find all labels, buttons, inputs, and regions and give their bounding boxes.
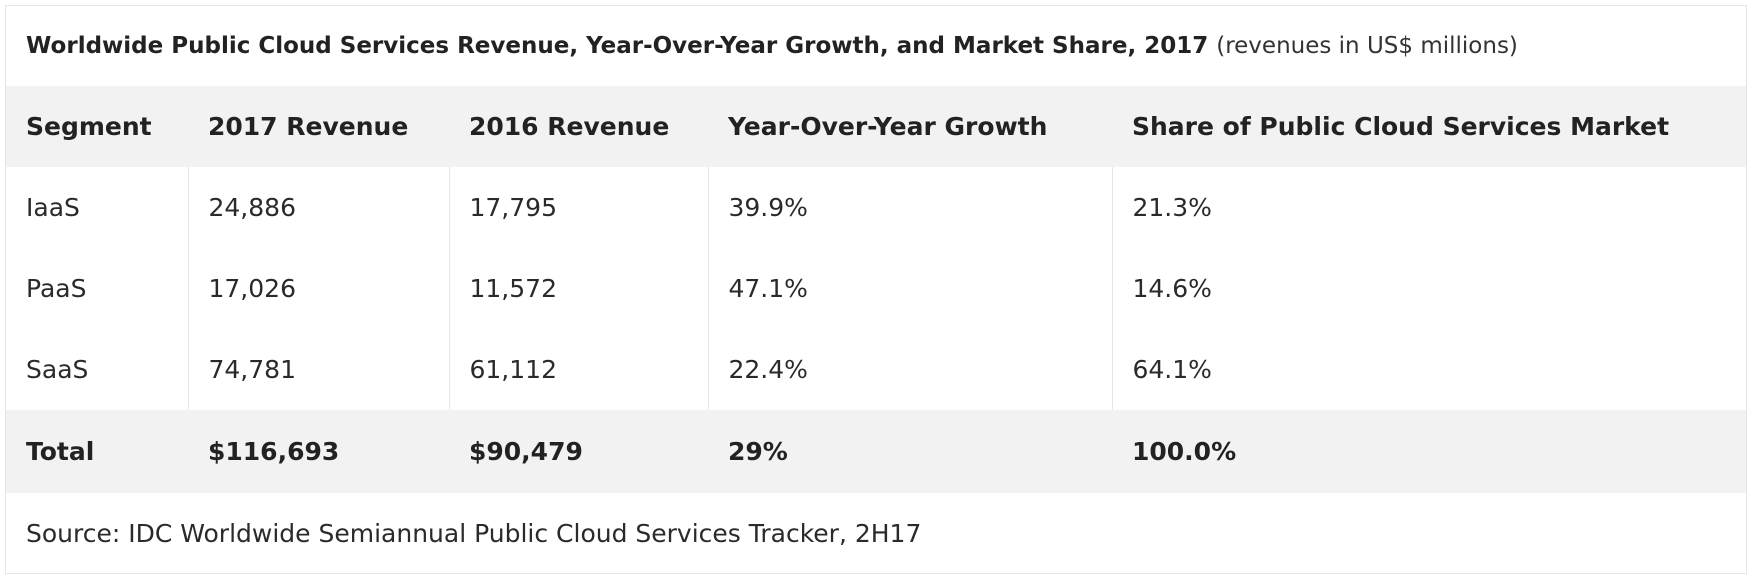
total-market-share: 100.0% bbox=[1112, 410, 1746, 493]
total-yoy-growth: 29% bbox=[708, 410, 1112, 493]
cell-market-share: 14.6% bbox=[1111, 248, 1746, 329]
table-source-note: Source: IDC Worldwide Semiannual Public … bbox=[26, 518, 922, 548]
table-caption-title: Worldwide Public Cloud Services Revenue,… bbox=[26, 33, 1209, 59]
revenue-table: Segment 2017 Revenue 2016 Revenue Year-O… bbox=[6, 86, 1746, 493]
revenue-table-container: Worldwide Public Cloud Services Revenue,… bbox=[5, 5, 1747, 574]
total-2017-revenue: $116,693 bbox=[188, 410, 449, 493]
cell-2016-revenue: 11,572 bbox=[448, 248, 708, 329]
cell-2017-revenue: 74,781 bbox=[187, 329, 449, 410]
header-yoy-growth: Year-Over-Year Growth bbox=[728, 112, 1048, 141]
table-caption-note: (revenues in US$ millions) bbox=[1216, 33, 1518, 59]
table-row: PaaS 17,026 11,572 47.1% 14.6% bbox=[6, 248, 1746, 329]
table-caption: Worldwide Public Cloud Services Revenue,… bbox=[6, 6, 1746, 86]
table-total-row: Total $116,693 $90,479 29% 100.0% bbox=[6, 410, 1746, 493]
cell-segment: SaaS bbox=[6, 329, 188, 410]
cell-market-share: 21.3% bbox=[1111, 167, 1746, 248]
header-segment: Segment bbox=[26, 112, 152, 141]
cell-yoy-growth: 22.4% bbox=[707, 329, 1112, 410]
table-row: IaaS 24,886 17,795 39.9% 21.3% bbox=[6, 167, 1746, 248]
cell-2017-revenue: 24,886 bbox=[187, 167, 449, 248]
header-market-share: Share of Public Cloud Services Market bbox=[1132, 112, 1670, 141]
cell-2017-revenue: 17,026 bbox=[187, 248, 449, 329]
cell-market-share: 64.1% bbox=[1111, 329, 1746, 410]
header-2016-revenue: 2016 Revenue bbox=[469, 112, 670, 141]
cell-yoy-growth: 39.9% bbox=[707, 167, 1112, 248]
total-2016-revenue: $90,479 bbox=[449, 410, 708, 493]
cell-yoy-growth: 47.1% bbox=[707, 248, 1112, 329]
cell-segment: PaaS bbox=[6, 248, 188, 329]
header-2017-revenue: 2017 Revenue bbox=[208, 112, 409, 141]
cell-segment: IaaS bbox=[6, 167, 188, 248]
cell-2016-revenue: 61,112 bbox=[448, 329, 708, 410]
total-label: Total bbox=[6, 410, 188, 493]
table-header-row: Segment 2017 Revenue 2016 Revenue Year-O… bbox=[6, 86, 1746, 167]
cell-2016-revenue: 17,795 bbox=[448, 167, 708, 248]
table-row: SaaS 74,781 61,112 22.4% 64.1% bbox=[6, 329, 1746, 410]
